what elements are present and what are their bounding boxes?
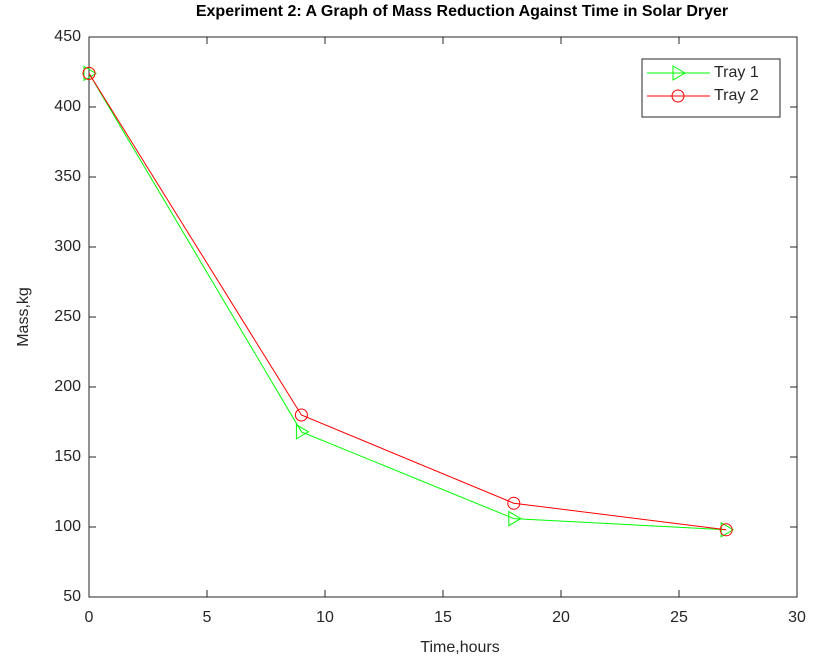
x-tick-label: 10 bbox=[316, 609, 334, 626]
marker bbox=[507, 496, 521, 510]
x-tick-label: 25 bbox=[670, 609, 688, 626]
series-line bbox=[88, 73, 727, 531]
y-tick-label: 450 bbox=[54, 28, 81, 45]
y-tick-label: 400 bbox=[54, 98, 81, 115]
y-tick-label: 350 bbox=[54, 168, 81, 185]
x-tick-label: 0 bbox=[85, 609, 94, 626]
y-tick-label: 300 bbox=[54, 238, 81, 255]
y-axis-label: Mass,kg bbox=[15, 287, 32, 347]
y-tick-label: 250 bbox=[54, 308, 81, 325]
legend-marker bbox=[671, 89, 685, 103]
y-tick-label: 150 bbox=[54, 448, 81, 465]
x-tick-label: 30 bbox=[788, 609, 806, 626]
x-tick-label: 20 bbox=[552, 609, 570, 626]
y-tick-label: 200 bbox=[54, 378, 81, 395]
legend-label: Tray 2 bbox=[714, 87, 759, 104]
x-tick-label: 15 bbox=[434, 609, 452, 626]
marker bbox=[83, 65, 97, 82]
legend-marker bbox=[672, 65, 686, 81]
x-axis-label: Time,hours bbox=[420, 639, 499, 656]
legend-label: Tray 1 bbox=[714, 64, 759, 81]
legend-box bbox=[641, 58, 781, 118]
marker bbox=[719, 523, 733, 537]
y-tick-label: 50 bbox=[63, 588, 81, 605]
marker bbox=[294, 408, 308, 422]
marker bbox=[720, 521, 735, 538]
x-tick-label: 5 bbox=[203, 609, 212, 626]
marker bbox=[295, 423, 310, 440]
y-tick-label: 100 bbox=[54, 518, 81, 535]
marker bbox=[508, 510, 522, 527]
plot-box bbox=[88, 36, 798, 598]
marker bbox=[82, 66, 96, 80]
series-line bbox=[88, 73, 727, 531]
chart-title: Experiment 2: A Graph of Mass Reduction … bbox=[196, 3, 728, 20]
